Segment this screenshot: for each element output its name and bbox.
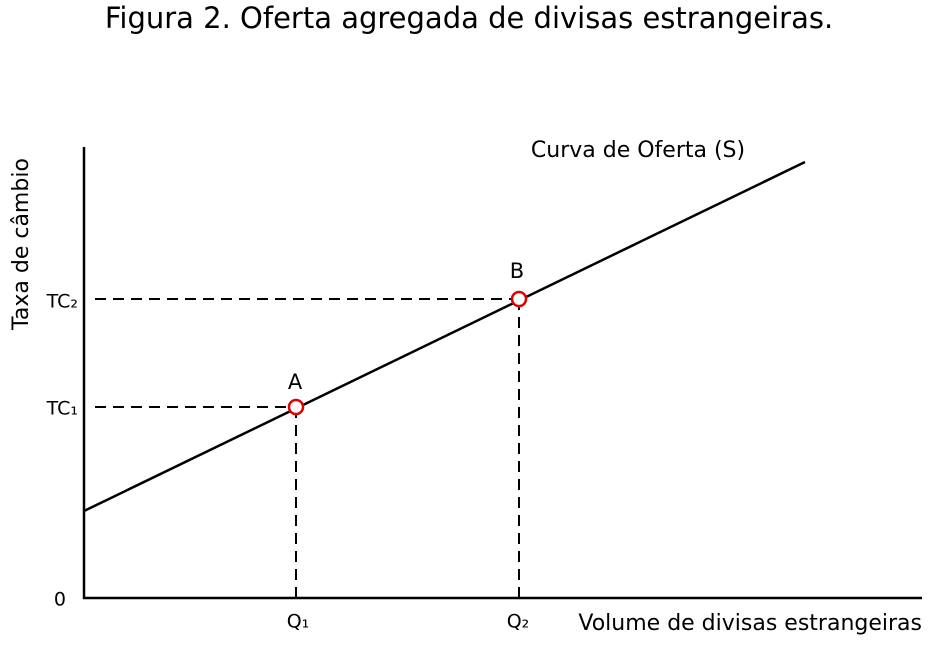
x-tick-label: Q₁ [287, 611, 310, 633]
point-marker [510, 290, 528, 308]
point-label: B [510, 259, 524, 283]
supply-curve [83, 160, 806, 513]
point-label: A [288, 370, 303, 394]
y-tick-label: TC₁ [46, 398, 78, 420]
curve-label: Curva de Oferta (S) [531, 138, 745, 163]
y-tick-label: TC₂ [46, 291, 78, 313]
point-marker [287, 398, 305, 416]
y-axis-label: Taxa de câmbio [9, 158, 34, 331]
title: Figura 2. Oferta agregada de divisas est… [105, 1, 833, 35]
x-axis-label: Volume de divisas estrangeiras [578, 611, 922, 636]
x-tick-label: Q₂ [507, 611, 530, 633]
origin-label: 0 [54, 589, 66, 611]
